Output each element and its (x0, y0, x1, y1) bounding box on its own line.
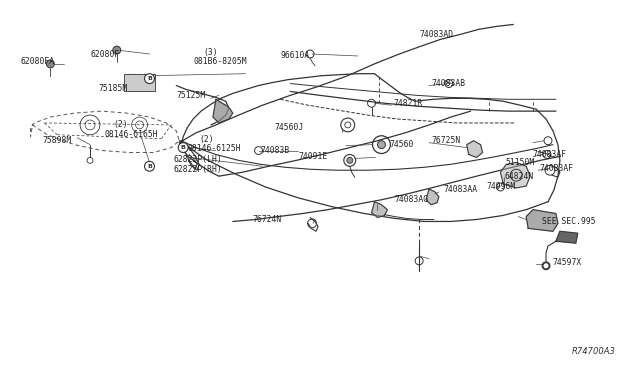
Text: 62822P(RH): 62822P(RH) (173, 165, 222, 174)
Text: 76724N: 76724N (253, 215, 282, 224)
Text: 74083AD: 74083AD (419, 30, 453, 39)
Text: 08146-6125H: 08146-6125H (187, 144, 241, 153)
Text: 76725N: 76725N (431, 136, 460, 145)
Text: 74083AA: 74083AA (443, 185, 477, 195)
FancyBboxPatch shape (124, 74, 156, 92)
Text: (2): (2) (199, 135, 214, 144)
Text: 74597X: 74597X (552, 258, 581, 267)
Text: 62080FA: 62080FA (20, 57, 55, 66)
Text: 081B6-8205M: 081B6-8205M (193, 57, 247, 66)
Text: 64824N: 64824N (504, 171, 534, 181)
Text: 75185M: 75185M (98, 84, 127, 93)
Text: 740B3AF: 740B3AF (539, 164, 573, 173)
Polygon shape (556, 231, 578, 243)
Text: (3): (3) (203, 48, 218, 57)
Circle shape (542, 262, 550, 270)
Text: R74700A3: R74700A3 (572, 347, 616, 356)
Text: (2): (2) (114, 121, 129, 129)
Text: 51150M: 51150M (506, 158, 534, 167)
Text: 74560J: 74560J (275, 124, 303, 132)
Circle shape (378, 141, 385, 148)
Text: B: B (180, 145, 186, 150)
Text: 62823P(LH): 62823P(LH) (173, 155, 222, 164)
Circle shape (543, 263, 549, 269)
Text: 62080F: 62080F (90, 49, 119, 58)
Polygon shape (213, 99, 233, 123)
Text: 74083AG: 74083AG (394, 195, 428, 204)
Text: 74091E: 74091E (298, 152, 328, 161)
Text: 74996M: 74996M (486, 182, 516, 190)
Circle shape (145, 161, 154, 171)
Circle shape (145, 74, 154, 84)
Text: SEE SEC.995: SEE SEC.995 (542, 217, 596, 226)
Text: 08146-6165H: 08146-6165H (105, 130, 159, 139)
Text: 74821R: 74821R (394, 99, 422, 108)
Text: 74083AF: 74083AF (532, 150, 566, 159)
Text: 75898M: 75898M (42, 136, 72, 145)
Polygon shape (467, 141, 483, 157)
Text: 96610A: 96610A (280, 51, 310, 61)
Text: 74083AB: 74083AB (431, 79, 465, 88)
Polygon shape (526, 210, 558, 231)
Circle shape (347, 157, 353, 163)
Circle shape (46, 60, 54, 68)
Text: B: B (147, 76, 152, 81)
Polygon shape (426, 189, 439, 205)
Text: 75125M: 75125M (176, 91, 205, 100)
Text: 74560: 74560 (389, 140, 414, 149)
Circle shape (113, 46, 121, 54)
Text: B: B (147, 164, 152, 169)
Text: 74083B: 74083B (260, 146, 290, 155)
Circle shape (179, 142, 188, 153)
Polygon shape (500, 162, 530, 188)
Polygon shape (372, 202, 387, 218)
